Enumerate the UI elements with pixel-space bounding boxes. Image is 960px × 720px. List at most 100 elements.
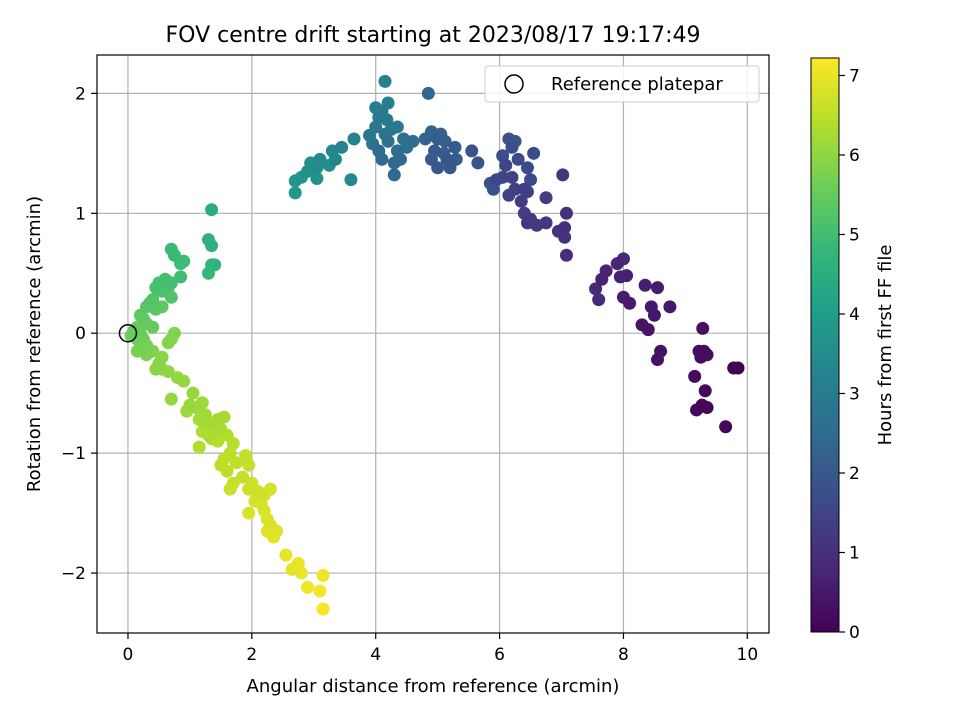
- data-point: [556, 168, 570, 182]
- data-point: [696, 321, 710, 335]
- data-point: [387, 168, 401, 182]
- legend-entry-reference: Reference platepar: [551, 74, 723, 95]
- data-point: [496, 170, 510, 184]
- data-point: [589, 282, 603, 296]
- data-point: [316, 568, 330, 582]
- data-point: [731, 361, 745, 375]
- data-point: [205, 203, 219, 217]
- plot-frame: [96, 54, 770, 634]
- x-axis-label: Angular distance from reference (arcmin): [247, 676, 620, 697]
- data-point: [381, 134, 395, 148]
- colorbar-tick-label: 7: [849, 66, 860, 86]
- y-axis-ticks: −2 −1 0 1 2: [61, 84, 97, 584]
- data-point: [558, 221, 572, 235]
- data-point: [177, 254, 191, 268]
- data-point: [316, 602, 330, 616]
- data-point: [505, 140, 519, 154]
- data-point: [465, 144, 479, 158]
- colorbar-tick-label: 1: [849, 543, 860, 563]
- data-point: [499, 158, 513, 172]
- colorbar-tick-label: 2: [849, 464, 860, 484]
- chart-title: FOV centre drift starting at 2023/08/17 …: [166, 23, 701, 48]
- data-point: [344, 173, 358, 187]
- data-point: [335, 140, 349, 154]
- data-point: [559, 206, 573, 220]
- data-point: [192, 440, 206, 454]
- y-axis-label: Rotation from reference (arcmin): [24, 196, 45, 492]
- data-point: [508, 182, 522, 196]
- data-point: [226, 476, 240, 490]
- data-point: [288, 186, 302, 200]
- data-point: [431, 132, 445, 146]
- data-point: [527, 146, 541, 160]
- y-tick-label: 1: [75, 204, 86, 224]
- data-point: [198, 408, 212, 422]
- data-point: [698, 384, 712, 398]
- data-point: [236, 470, 250, 484]
- data-point: [520, 161, 534, 175]
- data-point: [183, 398, 197, 412]
- legend-box: [484, 65, 760, 103]
- data-point: [164, 276, 178, 290]
- data-point: [242, 506, 256, 520]
- colorbar-tick-label: 5: [849, 225, 860, 245]
- data-point: [539, 216, 553, 230]
- data-point: [242, 482, 256, 496]
- y-tick-label: −2: [61, 564, 86, 584]
- data-point: [171, 371, 185, 385]
- y-tick-label: 0: [75, 324, 86, 344]
- x-tick-label: 6: [494, 645, 505, 665]
- data-point: [208, 258, 222, 272]
- data-point: [514, 194, 528, 208]
- y-tick-label: 2: [75, 84, 86, 104]
- data-point: [623, 296, 637, 310]
- colorbar-tick-label: 0: [849, 623, 860, 643]
- colorbar: 0 1 2 3 4 5 6 7 Hours from first FF file: [810, 57, 896, 643]
- data-point: [279, 548, 293, 562]
- legend: Reference platepar: [484, 65, 760, 103]
- data-point: [511, 152, 525, 166]
- x-tick-label: 10: [737, 645, 759, 665]
- x-tick-label: 2: [246, 645, 257, 665]
- data-point: [448, 140, 462, 154]
- data-point: [719, 420, 733, 434]
- data-point: [387, 156, 401, 170]
- data-point: [517, 182, 531, 196]
- colorbar-label: Hours from first FF file: [875, 245, 896, 446]
- data-point: [313, 152, 327, 166]
- y-tick-label: −1: [61, 444, 86, 464]
- data-point: [700, 401, 714, 415]
- data-point: [694, 350, 708, 364]
- data-point: [592, 293, 606, 307]
- data-point: [310, 172, 324, 186]
- data-point: [375, 152, 389, 166]
- x-tick-label: 4: [370, 645, 381, 665]
- data-point: [431, 161, 445, 175]
- x-tick-label: 8: [618, 645, 629, 665]
- data-point: [539, 191, 553, 205]
- data-point: [186, 386, 200, 400]
- data-point: [201, 233, 215, 247]
- data-point: [440, 152, 454, 166]
- data-point: [167, 248, 181, 262]
- data-point: [421, 86, 435, 100]
- data-point: [620, 269, 634, 283]
- data-point: [239, 449, 253, 463]
- data-point: [651, 281, 665, 295]
- legend-marker-icon: [504, 74, 524, 94]
- data-point: [146, 293, 160, 307]
- data-point: [559, 248, 573, 262]
- data-point: [471, 156, 485, 170]
- data-point: [347, 132, 361, 146]
- data-point: [647, 308, 661, 322]
- data-point: [155, 350, 169, 364]
- data-point: [524, 173, 538, 187]
- data-point: [688, 369, 702, 383]
- data-point: [610, 257, 624, 271]
- data-point: [328, 152, 342, 166]
- data-point: [167, 326, 181, 340]
- data-point: [164, 392, 178, 406]
- x-tick-label: 0: [123, 645, 134, 665]
- x-axis-ticks: 0 2 4 6 8 10: [123, 633, 759, 665]
